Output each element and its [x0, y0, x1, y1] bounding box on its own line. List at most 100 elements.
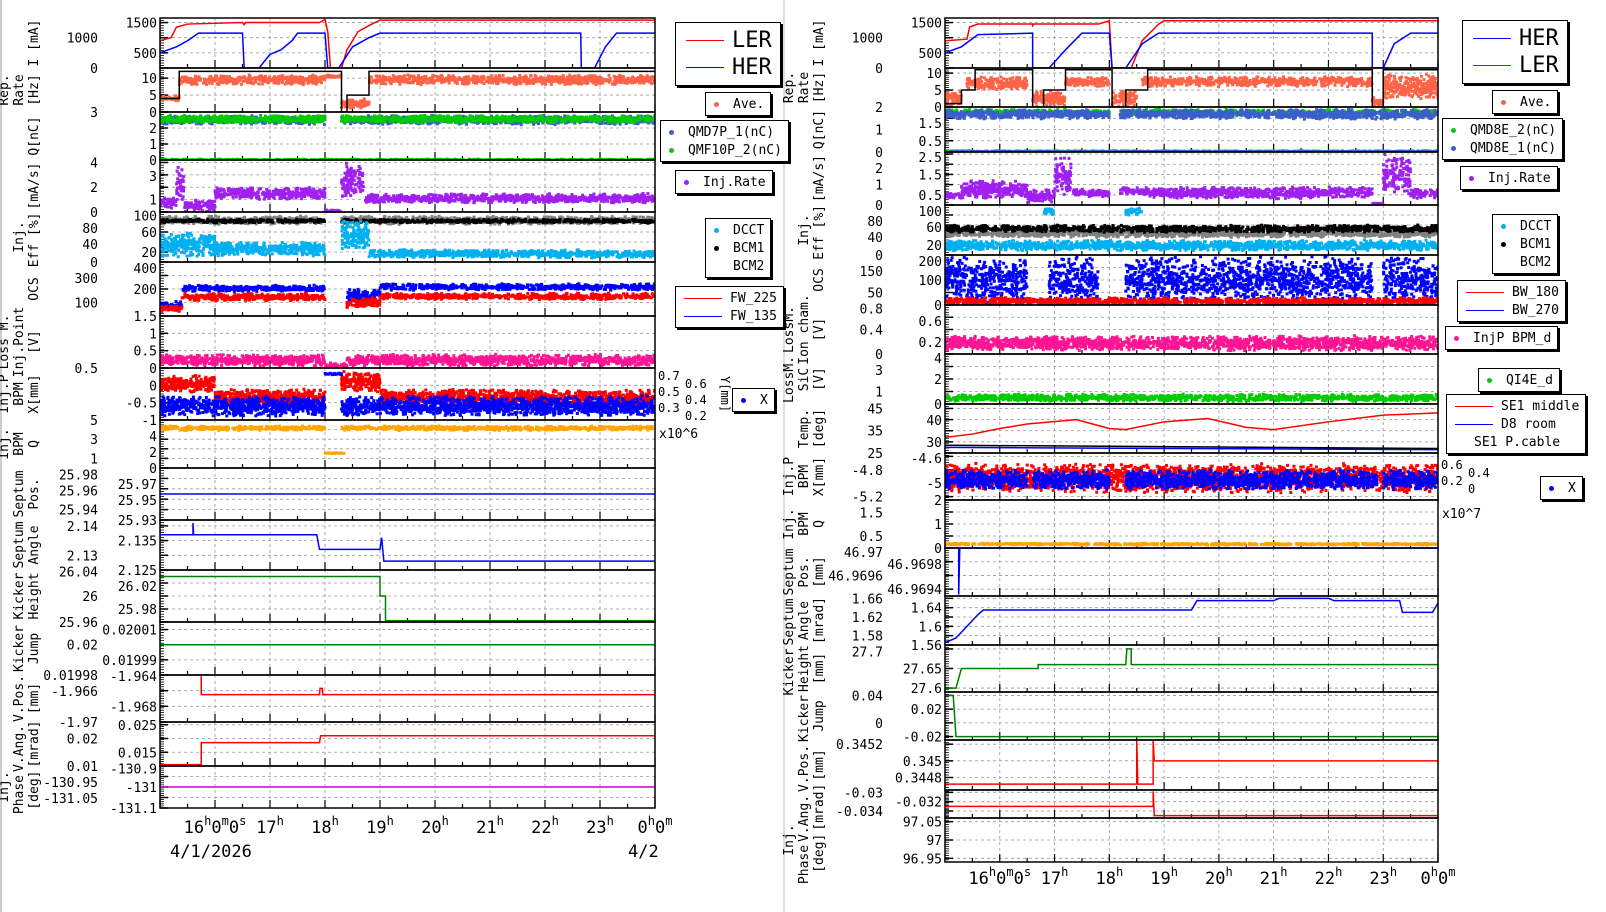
data-point	[207, 204, 211, 208]
data-point	[509, 157, 513, 160]
data-point	[643, 116, 647, 120]
data-point	[556, 75, 560, 79]
data-point	[345, 115, 349, 119]
data-point	[476, 114, 480, 118]
data-point	[242, 117, 246, 121]
data-point	[519, 123, 523, 127]
data-point	[451, 74, 455, 78]
data-point	[279, 120, 283, 124]
data-point	[479, 115, 483, 119]
data-point	[515, 118, 519, 122]
data-point	[581, 115, 585, 119]
data-point	[301, 83, 305, 87]
data-point	[390, 77, 394, 81]
data-point	[631, 116, 635, 120]
data-point	[403, 158, 407, 160]
data-point	[639, 74, 643, 78]
data-point	[279, 78, 283, 82]
data-point	[515, 77, 519, 81]
data-point	[178, 120, 182, 124]
data-point	[420, 119, 424, 123]
data-point	[649, 76, 653, 80]
data-point	[170, 115, 174, 119]
data-point	[369, 81, 373, 85]
data-point	[553, 115, 557, 119]
data-point	[501, 117, 505, 121]
data-point	[407, 157, 411, 160]
data-point	[446, 78, 450, 82]
data-point	[355, 100, 359, 104]
data-point	[369, 75, 373, 79]
y-tick-label: 3	[149, 170, 157, 185]
data-point	[193, 204, 197, 208]
data-point	[211, 204, 215, 208]
data-point	[431, 73, 435, 77]
data-point	[280, 80, 284, 84]
data-point	[297, 158, 301, 160]
data-point	[597, 75, 601, 79]
data-point	[605, 157, 609, 160]
y-axis-label: I [mA]	[27, 20, 42, 67]
data-point	[487, 81, 491, 85]
data-point	[208, 202, 212, 206]
series-qmf10p-2-nc-	[160, 113, 655, 160]
data-point	[259, 74, 263, 78]
data-point	[611, 82, 615, 86]
data-point	[358, 101, 362, 105]
data-point	[413, 158, 417, 160]
data-point	[388, 119, 392, 123]
data-point	[288, 191, 292, 195]
data-point	[496, 118, 500, 122]
data-point	[503, 115, 507, 119]
data-point	[464, 118, 468, 122]
data-point	[256, 76, 260, 80]
data-point	[248, 195, 252, 199]
data-point	[645, 79, 649, 83]
data-point	[196, 207, 200, 211]
y-tick-label: 3	[90, 106, 98, 121]
data-point	[524, 75, 528, 79]
y-tick-label: 0	[149, 154, 157, 169]
data-point	[317, 79, 321, 83]
data-point	[615, 158, 619, 160]
data-point	[184, 158, 188, 160]
data-point	[594, 78, 598, 82]
data-point	[367, 118, 371, 122]
data-point	[493, 79, 497, 83]
data-point	[383, 120, 387, 124]
data-point	[273, 189, 277, 193]
data-point	[179, 193, 183, 197]
data-point	[593, 74, 597, 78]
data-point	[651, 118, 655, 122]
data-point	[517, 158, 521, 160]
data-point	[549, 158, 553, 160]
data-point	[303, 116, 307, 120]
data-point	[587, 74, 591, 78]
data-point	[247, 115, 251, 119]
data-point	[222, 74, 226, 78]
data-point	[274, 188, 278, 192]
data-point	[555, 115, 559, 119]
data-point	[541, 78, 545, 82]
data-point	[201, 121, 205, 125]
data-point	[234, 82, 238, 86]
data-point	[476, 121, 480, 125]
data-point	[194, 198, 198, 202]
data-point	[363, 101, 367, 105]
data-point	[195, 115, 199, 119]
data-point	[219, 192, 223, 196]
data-point	[508, 117, 512, 121]
data-point	[180, 119, 184, 123]
data-point	[165, 205, 169, 209]
data-point	[267, 192, 271, 196]
data-point	[219, 157, 223, 160]
data-point	[303, 158, 307, 160]
data-point	[278, 117, 282, 121]
data-point	[281, 158, 285, 160]
data-point	[323, 158, 327, 160]
plot-area	[160, 113, 655, 160]
data-point	[594, 115, 598, 119]
data-point	[356, 119, 360, 123]
data-point	[258, 74, 262, 78]
data-point	[577, 158, 581, 160]
